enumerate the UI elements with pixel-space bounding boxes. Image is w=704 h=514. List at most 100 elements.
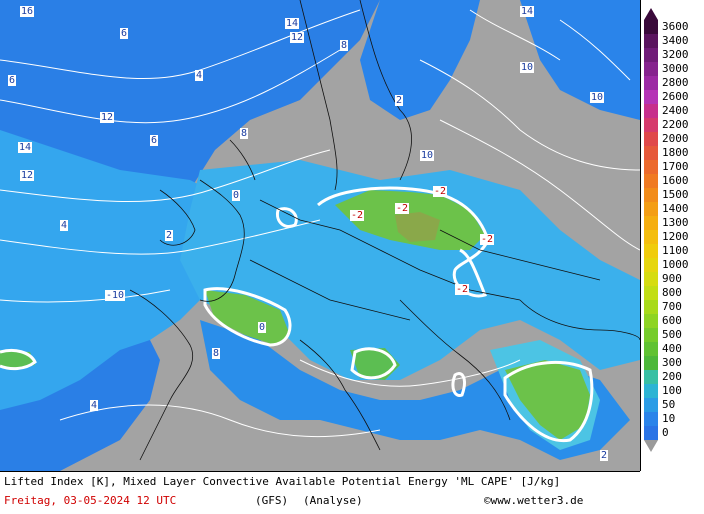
contour-value-label: -10 <box>105 290 126 301</box>
weather-map: 16 12 10 14 6 8 4 2 0 -2 -2 -2 -2 -2 -10 12 10 8 6 4 2 0 14 14 1… <box>0 0 641 471</box>
legend-label: 1400 <box>662 202 689 215</box>
contour-value-label: 2 <box>165 230 174 241</box>
legend-swatch <box>644 328 658 342</box>
legend-arrow-up-icon <box>644 8 658 20</box>
legend-label: 2000 <box>662 132 689 145</box>
legend-label: 500 <box>662 328 682 341</box>
legend-label: 1700 <box>662 160 689 173</box>
contour-value-label: 14 <box>520 6 535 17</box>
legend-label: 2400 <box>662 104 689 117</box>
legend-swatch <box>644 34 658 48</box>
contour-value-label: 8 <box>240 128 249 139</box>
legend-label: 1000 <box>662 258 689 271</box>
legend-swatch <box>644 258 658 272</box>
caption-run: (Analyse) <box>303 494 363 507</box>
legend-label: 600 <box>662 314 682 327</box>
contour-value-label: 12 <box>290 32 305 43</box>
cape-color-legend: 3600 3400 3200 3000 2800 2600 2400 2200 2000 1800… <box>640 8 704 460</box>
legend-label: 3000 <box>662 62 689 75</box>
legend-swatch <box>644 384 658 398</box>
legend-swatch <box>644 216 658 230</box>
legend-swatch <box>644 118 658 132</box>
contour-value-label: -2 <box>395 203 410 214</box>
contour-value-label: 4 <box>90 400 99 411</box>
legend-label: 2800 <box>662 76 689 89</box>
contour-value-label: 14 <box>18 142 33 153</box>
legend-arrow-down-icon <box>644 440 658 452</box>
contour-value-label: 10 <box>420 150 435 161</box>
contour-value-label: 14 <box>285 18 300 29</box>
map-caption: Lifted Index [K], Mixed Layer Convective… <box>0 471 640 514</box>
legend-swatch <box>644 202 658 216</box>
legend-label: 3200 <box>662 48 689 61</box>
contour-value-label: 0 <box>232 190 241 201</box>
contour-value-label: 4 <box>60 220 69 231</box>
contour-value-label: 0 <box>258 322 267 333</box>
legend-swatch <box>644 342 658 356</box>
contour-value-label: -2 <box>433 186 448 197</box>
legend-swatch <box>644 244 658 258</box>
contour-value-label: -2 <box>480 234 495 245</box>
cape-area-balkan <box>505 360 590 440</box>
li-field-south <box>200 320 630 460</box>
legend-label: 3400 <box>662 34 689 47</box>
legend-label: 800 <box>662 286 682 299</box>
legend-label: 200 <box>662 370 682 383</box>
contour-value-label: 12 <box>20 170 35 181</box>
contour-value-label: -2 <box>350 210 365 221</box>
legend-swatch <box>644 62 658 76</box>
contour-value-label: 16 <box>20 6 35 17</box>
legend-label: 1800 <box>662 146 689 159</box>
contour-value-label: 6 <box>120 28 129 39</box>
legend-swatch <box>644 20 658 34</box>
contour-value-label: 8 <box>212 348 221 359</box>
legend-label: 1600 <box>662 174 689 187</box>
caption-model: (GFS) <box>255 494 289 507</box>
legend-label: 400 <box>662 342 682 355</box>
legend-label: 0 <box>662 426 669 439</box>
contour-value-label: 8 <box>340 40 349 51</box>
legend-label: 2200 <box>662 118 689 131</box>
legend-swatch <box>644 132 658 146</box>
legend-swatch <box>644 146 658 160</box>
legend-label: 700 <box>662 300 682 313</box>
legend-swatch <box>644 286 658 300</box>
legend-swatch <box>644 300 658 314</box>
legend-label: 1300 <box>662 216 689 229</box>
li-field-east <box>520 0 640 120</box>
coastlines <box>129 0 640 461</box>
contour-value-label: 10 <box>520 62 535 73</box>
legend-swatch <box>644 230 658 244</box>
legend-label: 100 <box>662 384 682 397</box>
legend-swatch <box>644 160 658 174</box>
cape-area-poland-core <box>395 212 440 242</box>
legend-label: 2600 <box>662 90 689 103</box>
map-canvas <box>0 0 640 471</box>
contour-value-label: 2 <box>395 95 404 106</box>
legend-label: 3600 <box>662 20 689 33</box>
legend-swatch <box>644 174 658 188</box>
legend-swatch <box>644 398 658 412</box>
zero-contours <box>0 186 594 443</box>
contour-value-label: 6 <box>150 135 159 146</box>
contour-value-label: 4 <box>195 70 204 81</box>
legend-swatch <box>644 370 658 384</box>
legend-swatch <box>644 90 658 104</box>
legend-swatch <box>644 104 658 118</box>
legend-swatch <box>644 314 658 328</box>
legend-swatch <box>644 48 658 62</box>
legend-swatch <box>644 356 658 370</box>
legend-swatch <box>644 426 658 440</box>
cape-area-france <box>205 290 290 345</box>
legend-swatch <box>644 188 658 202</box>
legend-label: 50 <box>662 398 676 411</box>
contour-value-label: 12 <box>100 112 115 123</box>
caption-credit: ©www.wetter3.de <box>484 494 584 507</box>
legend-label: 1100 <box>662 244 689 257</box>
legend-swatch <box>644 272 658 286</box>
legend-label: 1200 <box>662 230 689 243</box>
legend-label: 1500 <box>662 188 689 201</box>
contour-value-label: 10 <box>590 92 605 103</box>
legend-swatch <box>644 76 658 90</box>
legend-swatch <box>644 412 658 426</box>
